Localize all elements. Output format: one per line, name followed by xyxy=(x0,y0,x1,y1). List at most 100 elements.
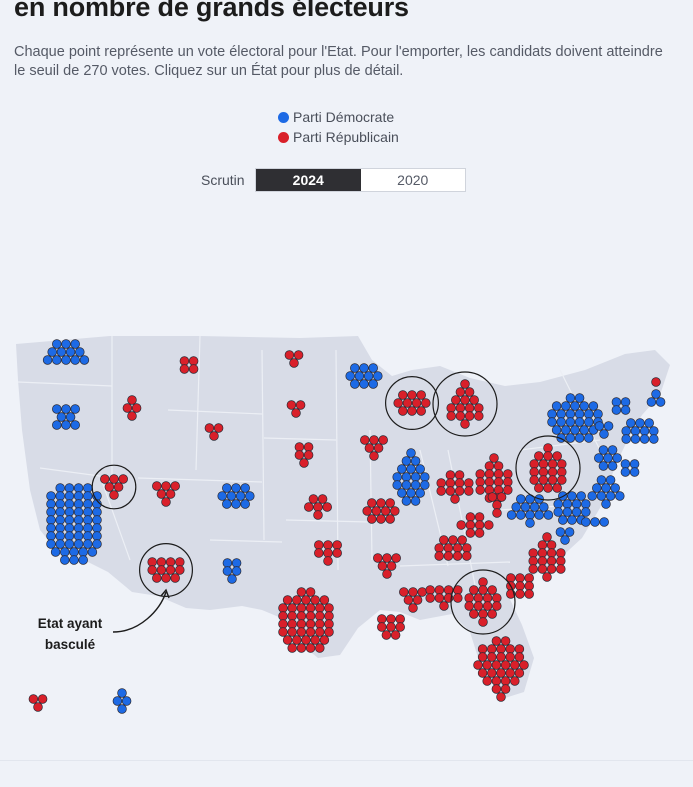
state-fl[interactable] xyxy=(473,636,529,702)
state-ne[interactable] xyxy=(294,442,314,468)
electoral-vote-dot xyxy=(574,393,585,403)
electoral-vote-dot xyxy=(415,488,425,498)
electoral-vote-dot xyxy=(398,390,408,400)
electoral-vote-dot xyxy=(410,472,421,482)
state-mt[interactable] xyxy=(179,356,199,374)
state-nd[interactable] xyxy=(284,350,304,368)
electoral-vote-dot xyxy=(538,459,549,469)
legend: Parti Démocrate Parti Républicain xyxy=(278,107,399,147)
state-ky[interactable] xyxy=(456,512,494,538)
state-in[interactable] xyxy=(436,470,474,504)
state-ri[interactable] xyxy=(620,459,640,477)
electoral-vote-dot xyxy=(500,660,511,670)
state-nc[interactable] xyxy=(528,532,566,582)
state-sc[interactable] xyxy=(506,573,534,599)
state-nv[interactable] xyxy=(100,474,128,500)
electoral-vote-dot xyxy=(367,498,377,508)
electoral-vote-dot xyxy=(92,523,102,533)
electoral-vote-dot xyxy=(368,379,378,389)
electoral-vote-dot xyxy=(445,470,456,480)
state-vt[interactable] xyxy=(594,421,614,439)
electoral-vote-dot xyxy=(161,497,171,507)
electoral-vote-dot xyxy=(382,553,392,563)
electoral-vote-dot xyxy=(515,589,525,599)
state-ct[interactable] xyxy=(594,445,622,471)
state-nm[interactable] xyxy=(222,558,242,584)
state-sd[interactable] xyxy=(286,400,306,418)
state-mo[interactable] xyxy=(362,498,400,524)
annotation-arrow xyxy=(112,591,167,633)
state-ga[interactable] xyxy=(464,577,502,627)
electoral-vote-dot xyxy=(127,411,137,421)
state-mi[interactable] xyxy=(446,379,484,429)
electoral-vote-dot xyxy=(492,500,502,510)
electoral-vote-dot xyxy=(147,565,157,575)
electoral-vote-dot xyxy=(601,499,611,509)
electoral-vote-dot xyxy=(605,475,616,485)
electoral-vote-dot xyxy=(179,356,190,366)
electoral-vote-dot xyxy=(92,539,102,549)
state-ny[interactable] xyxy=(547,393,603,443)
state-or[interactable] xyxy=(52,404,80,430)
electoral-vote-dot xyxy=(603,453,613,463)
electoral-vote-dot xyxy=(46,507,56,517)
state-mn[interactable] xyxy=(345,363,383,389)
state-me2[interactable] xyxy=(651,377,661,387)
electoral-vote-dot xyxy=(378,435,388,445)
electoral-vote-dot xyxy=(500,684,511,694)
state-tn[interactable] xyxy=(434,535,472,561)
electoral-vote-dot xyxy=(565,433,576,443)
electoral-vote-dot xyxy=(651,389,661,399)
electoral-vote-dot xyxy=(289,358,299,368)
electoral-vote-dot xyxy=(630,426,641,436)
state-ms[interactable] xyxy=(399,587,427,613)
state-ia[interactable] xyxy=(360,435,388,461)
state-wy[interactable] xyxy=(204,423,224,441)
electoral-vote-dot xyxy=(64,491,75,501)
state-ak[interactable] xyxy=(28,694,48,712)
state-nj[interactable] xyxy=(553,491,591,525)
state-id[interactable] xyxy=(122,395,142,421)
state-hi[interactable] xyxy=(112,688,132,714)
state-al[interactable] xyxy=(425,585,463,611)
electoral-vote-dot xyxy=(319,595,330,605)
state-de[interactable] xyxy=(581,517,609,527)
state-ok[interactable] xyxy=(314,540,342,566)
page-title: en nombre de grands électeurs xyxy=(14,0,409,22)
scrutin-option-2020[interactable]: 2020 xyxy=(360,169,465,191)
electoral-vote-dot xyxy=(594,453,604,463)
electoral-vote-dot xyxy=(547,459,558,469)
state-wv[interactable] xyxy=(487,492,507,518)
state-wa[interactable] xyxy=(42,339,90,365)
state-me[interactable] xyxy=(646,389,666,407)
state-ks[interactable] xyxy=(304,494,332,520)
electoral-vote-dot xyxy=(319,635,330,645)
state-il[interactable] xyxy=(392,448,430,506)
electoral-vote-dot xyxy=(493,469,504,479)
electoral-vote-dot xyxy=(420,480,430,490)
state-nh[interactable] xyxy=(611,397,631,415)
state-co[interactable] xyxy=(217,483,255,509)
electoral-vote-dot xyxy=(465,528,476,538)
annotation-arrowhead xyxy=(160,588,170,599)
state-ma[interactable] xyxy=(621,418,659,444)
electoral-vote-dot xyxy=(475,469,485,479)
state-dc[interactable] xyxy=(555,527,575,545)
state-tx[interactable] xyxy=(278,587,334,653)
state-ut[interactable] xyxy=(152,481,180,507)
scrutin-option-2024[interactable]: 2024 xyxy=(256,169,361,191)
state-ar[interactable] xyxy=(373,553,401,579)
state-wi[interactable] xyxy=(393,390,431,416)
electoral-vote-dot xyxy=(598,461,609,471)
electoral-vote-dot xyxy=(487,652,497,662)
state-la[interactable] xyxy=(377,614,405,640)
electoral-vote-dot xyxy=(373,371,383,381)
electoral-vote-dot xyxy=(551,401,562,411)
state-az[interactable] xyxy=(147,557,185,583)
electoral-vote-dot xyxy=(156,489,167,499)
state-md[interactable] xyxy=(587,475,625,509)
state-pa[interactable] xyxy=(529,443,567,493)
state-ca[interactable] xyxy=(46,483,102,565)
electoral-vote-dot xyxy=(367,514,377,524)
state-va[interactable] xyxy=(506,494,554,528)
